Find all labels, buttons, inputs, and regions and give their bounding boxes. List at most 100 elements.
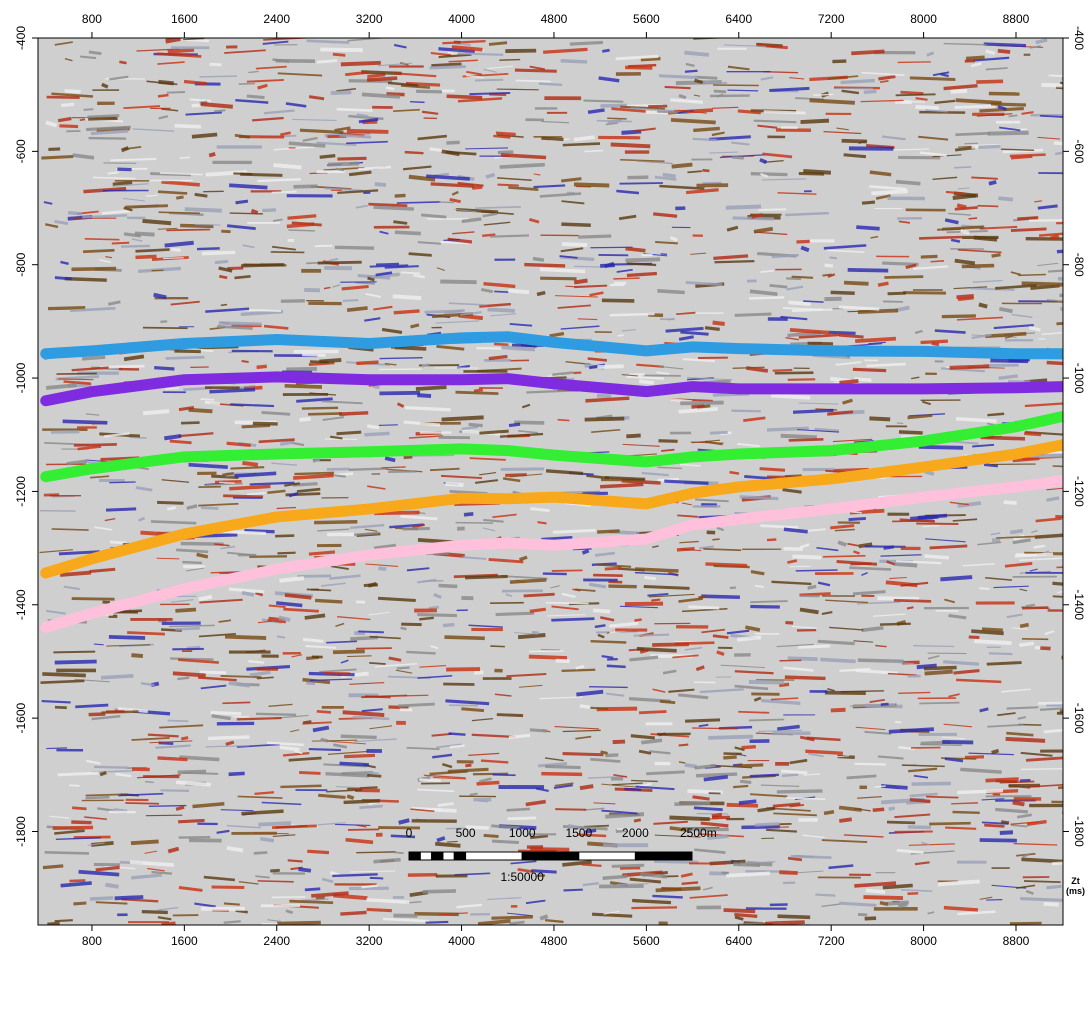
texture-stroke	[249, 670, 271, 677]
texture-stroke	[336, 615, 371, 621]
texture-stroke	[64, 89, 81, 94]
texture-stroke	[49, 815, 70, 819]
texture-stroke	[997, 105, 1007, 111]
texture-stroke	[750, 172, 788, 177]
y-tick-label-left: -1600	[14, 702, 28, 733]
texture-stroke	[672, 654, 699, 659]
texture-stroke	[776, 724, 800, 731]
texture-stroke	[660, 253, 668, 256]
texture-stroke	[866, 362, 906, 368]
texture-stroke	[840, 78, 875, 85]
scale-segment	[465, 851, 523, 861]
texture-stroke	[158, 741, 174, 746]
texture-stroke	[452, 231, 475, 235]
texture-stroke	[943, 723, 973, 728]
texture-stroke	[1039, 232, 1063, 237]
texture-stroke	[552, 528, 596, 534]
texture-stroke	[960, 228, 970, 236]
texture-stroke	[499, 432, 544, 438]
texture-stroke	[214, 259, 229, 265]
texture-stroke	[698, 595, 707, 599]
texture-stroke	[381, 327, 403, 334]
texture-stroke	[712, 320, 725, 326]
texture-stroke	[589, 685, 628, 689]
texture-stroke	[361, 92, 401, 99]
texture-stroke	[761, 698, 801, 705]
scale-label: 1000	[509, 826, 536, 840]
texture-stroke	[978, 144, 1001, 150]
texture-stroke	[130, 839, 159, 846]
texture-stroke	[856, 225, 880, 231]
texture-stroke	[385, 86, 395, 91]
texture-stroke	[914, 861, 930, 866]
texture-stroke	[449, 197, 461, 204]
y-tick-label-left: -800	[14, 252, 28, 276]
texture-stroke	[633, 633, 670, 637]
texture-stroke	[703, 548, 742, 552]
texture-stroke	[987, 130, 1029, 136]
texture-stroke	[356, 113, 369, 118]
texture-stroke	[82, 214, 128, 219]
texture-stroke	[997, 48, 1011, 54]
texture-stroke	[747, 861, 776, 864]
texture-stroke	[684, 50, 710, 57]
texture-stroke	[200, 684, 227, 690]
texture-stroke	[91, 715, 121, 721]
texture-stroke	[1039, 707, 1063, 711]
texture-stroke	[539, 914, 549, 921]
texture-stroke	[199, 75, 238, 78]
texture-stroke	[855, 726, 886, 731]
x-tick-label-bottom: 800	[82, 934, 102, 948]
texture-stroke	[1021, 637, 1049, 641]
texture-stroke	[869, 185, 907, 191]
texture-stroke	[112, 180, 133, 186]
texture-stroke	[373, 857, 401, 864]
texture-stroke	[696, 772, 738, 778]
texture-stroke	[46, 747, 68, 750]
texture-stroke	[410, 323, 420, 329]
texture-stroke	[71, 597, 115, 601]
texture-stroke	[191, 132, 218, 139]
texture-stroke	[968, 217, 978, 220]
texture-stroke	[841, 89, 860, 95]
texture-stroke	[364, 431, 390, 437]
texture-stroke	[636, 646, 677, 653]
texture-stroke	[157, 61, 185, 65]
texture-stroke	[993, 585, 1029, 589]
scale-subsegment	[442, 851, 455, 861]
texture-stroke	[510, 860, 537, 865]
texture-stroke	[182, 560, 203, 565]
texture-stroke	[1035, 517, 1062, 523]
texture-stroke	[896, 848, 924, 854]
texture-stroke	[597, 529, 620, 534]
texture-stroke	[658, 74, 698, 80]
texture-stroke	[1037, 136, 1060, 140]
texture-stroke	[320, 47, 363, 53]
texture-stroke	[446, 667, 481, 672]
texture-stroke	[757, 806, 776, 813]
texture-stroke	[226, 441, 251, 448]
texture-stroke	[879, 900, 889, 907]
texture-stroke	[929, 544, 968, 550]
texture-stroke	[856, 601, 901, 605]
texture-stroke	[1046, 884, 1062, 890]
texture-stroke	[970, 62, 982, 68]
texture-stroke	[549, 331, 565, 338]
texture-stroke	[784, 675, 826, 681]
texture-stroke	[135, 248, 172, 253]
texture-stroke	[374, 510, 420, 516]
texture-stroke	[780, 433, 817, 440]
texture-stroke	[590, 640, 627, 644]
texture-stroke	[461, 217, 482, 224]
texture-stroke	[567, 824, 578, 830]
texture-stroke	[656, 371, 670, 375]
texture-stroke	[888, 727, 935, 734]
texture-stroke	[999, 126, 1021, 132]
texture-stroke	[205, 482, 243, 486]
texture-stroke	[957, 248, 1002, 254]
texture-stroke	[544, 919, 564, 924]
scale-label: 500	[456, 826, 476, 840]
texture-stroke	[906, 606, 914, 610]
texture-stroke	[160, 789, 190, 792]
texture-stroke	[332, 873, 378, 878]
